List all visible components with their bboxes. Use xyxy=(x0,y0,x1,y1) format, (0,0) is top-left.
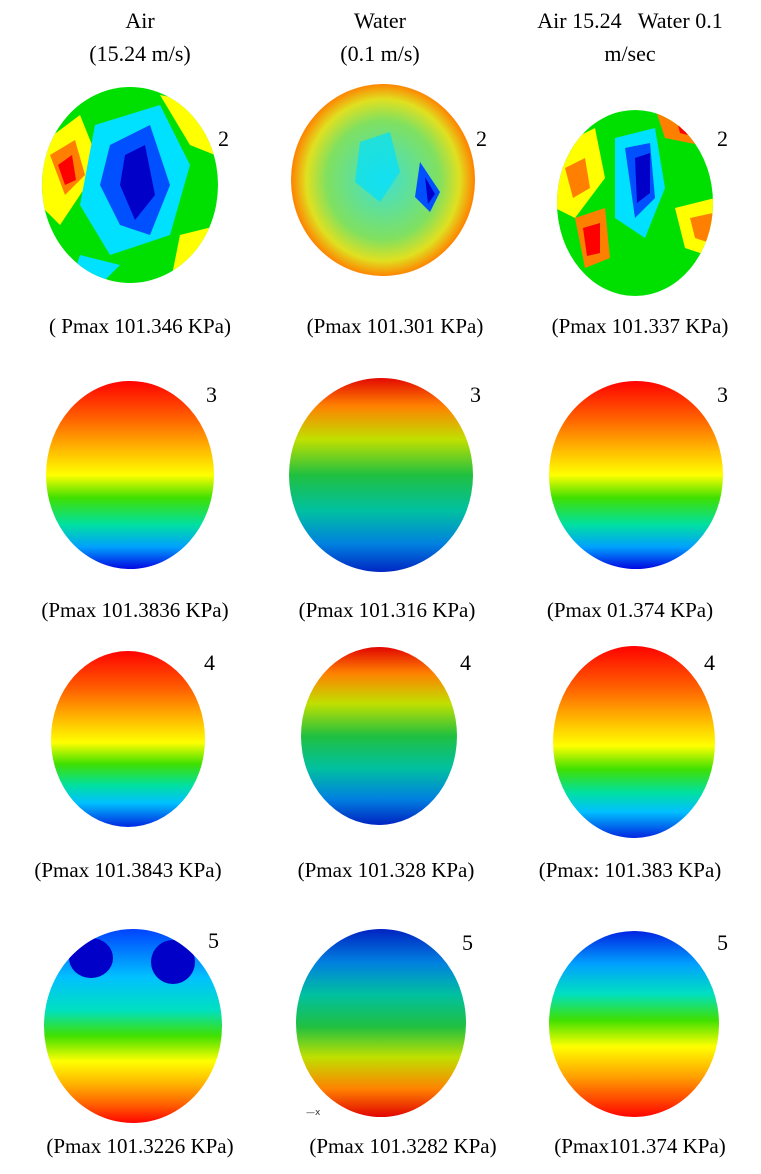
row2-air-caption: ( Pmax 101.346 KPa) xyxy=(49,314,231,338)
row5-airwater-caption: (Pmax101.374 KPa) xyxy=(554,1134,726,1158)
plot-row3-air xyxy=(46,381,214,569)
row5-air-caption: (Pmax 101.3226 KPa) xyxy=(46,1134,234,1158)
row5-water-caption: (Pmax 101.3282 KPa) xyxy=(309,1134,497,1158)
row2-airwater-caption: (Pmax 101.337 KPa) xyxy=(551,314,729,338)
header-water-line1: Water xyxy=(354,8,406,33)
header-air: Air (15.24 m/s) xyxy=(60,4,220,70)
row2-water-label: 2 xyxy=(476,126,487,151)
row2-air-label: 2 xyxy=(218,126,229,151)
row3-airwater-caption: (Pmax 01.374 KPa) xyxy=(546,598,714,622)
row4-airwater-label: 4 xyxy=(704,650,715,675)
header-air-water: Air 15.24 Water 0.1 m/sec xyxy=(505,4,755,70)
plot-row3-airwater xyxy=(549,381,723,569)
plot-row5-airwater xyxy=(549,931,719,1117)
plot-row4-air xyxy=(51,651,205,827)
row3-water-caption: (Pmax 101.316 KPa) xyxy=(298,598,476,622)
plot-row4-airwater xyxy=(553,646,715,838)
plot-row2-airwater xyxy=(557,110,713,296)
header-air-line1: Air xyxy=(125,8,155,33)
plot-row2-water xyxy=(291,84,475,276)
header-air-water-line1: Air 15.24 Water 0.1 xyxy=(537,8,723,33)
row4-air-caption: (Pmax 101.3843 KPa) xyxy=(34,858,222,882)
row3-airwater-label: 3 xyxy=(717,382,728,407)
plot-row5-water xyxy=(296,929,466,1117)
header-water-line2: (0.1 m/s) xyxy=(340,41,420,66)
plot-row5-air xyxy=(44,929,222,1123)
plot-row2-air xyxy=(42,87,218,283)
row2-airwater-label: 2 xyxy=(717,126,728,151)
row3-air-label: 3 xyxy=(206,382,217,407)
axis-triad-mark: —x xyxy=(306,1108,321,1118)
row5-airwater-label: 5 xyxy=(717,930,728,955)
header-air-line2: (15.24 m/s) xyxy=(89,41,191,66)
plot-row3-water xyxy=(289,378,473,572)
header-air-water-line2: m/sec xyxy=(604,41,656,66)
row5-water-label: 5 xyxy=(462,930,473,955)
row2-water-caption: (Pmax 101.301 KPa) xyxy=(306,314,484,338)
row3-water-label: 3 xyxy=(470,382,481,407)
plot-row4-water xyxy=(301,647,457,825)
row4-air-label: 4 xyxy=(204,650,215,675)
row5-air-label: 5 xyxy=(208,928,219,953)
header-water: Water (0.1 m/s) xyxy=(300,4,460,70)
row4-airwater-caption: (Pmax: 101.383 KPa) xyxy=(538,858,722,882)
row4-water-caption: (Pmax 101.328 KPa) xyxy=(297,858,475,882)
row4-water-label: 4 xyxy=(460,650,471,675)
row3-air-caption: (Pmax 101.3836 KPa) xyxy=(41,598,229,622)
